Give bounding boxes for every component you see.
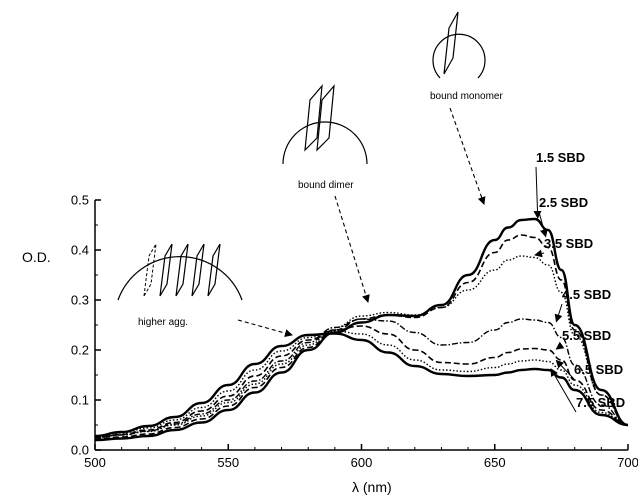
y-tick-label: 0.5 [71, 193, 89, 208]
x-tick-label: 650 [484, 455, 506, 470]
bound-dimer-cartoon: bound dimer [282, 84, 368, 191]
higher-agg-label: higher agg. [138, 317, 188, 328]
bound-dimer-label: bound dimer [298, 180, 354, 191]
series-label: 5.5 SBD [562, 328, 611, 343]
series-labels: 1.5 SBD 2.5 SBD 3.5 SBD 4.5 SBD 5.5 SBD 6.5 S… [533, 150, 625, 413]
y-tick-label: 0.3 [71, 293, 89, 308]
series-label-leader [550, 368, 577, 413]
arrow-bound-dimer [334, 195, 370, 303]
series-label-leader [555, 341, 565, 350]
arrow-bound-monomer [449, 107, 486, 205]
series-line-6 [94, 330, 629, 438]
series-label: 6.5 SBD [574, 362, 623, 377]
series-layer [94, 217, 629, 442]
series-label: 7.5 SBD [576, 395, 625, 410]
series-line-5 [94, 325, 629, 439]
y-tick-label: 0.4 [71, 243, 89, 258]
x-tick-label: 700 [617, 455, 638, 470]
x-ticks: 500 550 600 650 700 [84, 444, 638, 470]
annotation-arrows [237, 107, 486, 337]
x-tick-label: 600 [351, 455, 373, 470]
series-label: 4.5 SBD [562, 287, 611, 302]
series-label-leader [555, 359, 575, 380]
series-label: 2.5 SBD [539, 195, 588, 210]
series-line-7 [94, 332, 629, 438]
x-tick-label: 550 [217, 455, 239, 470]
series-label: 3.5 SBD [544, 236, 593, 251]
x-axis-title: λ (nm) [352, 479, 392, 495]
higher-agg-cartoon: higher agg. [117, 243, 243, 328]
bound-monomer-label: bound monomer [430, 91, 503, 102]
x-tick-label: 500 [84, 455, 106, 470]
arrow-higher-agg [237, 319, 293, 337]
series-line-2 [94, 234, 629, 440]
y-tick-label: 0.0 [71, 443, 89, 458]
y-tick-label: 0.1 [71, 393, 89, 408]
series-label-leader [538, 211, 548, 238]
series-label-leader [534, 249, 545, 258]
y-axis-title: O.D. [22, 249, 51, 265]
y-tick-label: 0.2 [71, 343, 89, 358]
series-label: 1.5 SBD [536, 150, 585, 165]
y-ticks: 0.0 0.1 0.2 0.3 0.4 0.5 [71, 193, 101, 458]
series-line-1 [94, 217, 629, 442]
bound-monomer-cartoon: bound monomer [430, 11, 503, 102]
series-line-3 [94, 255, 629, 439]
series-line-4 [94, 318, 629, 439]
series-label-leader [554, 303, 563, 323]
series-label-leader [533, 166, 542, 219]
